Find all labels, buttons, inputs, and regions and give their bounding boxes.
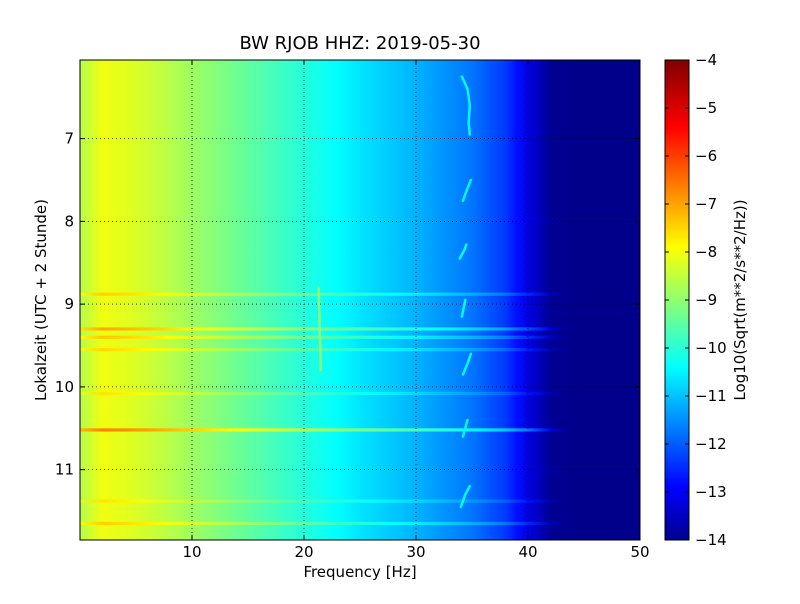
colorbar-tick-label: −5 [695, 99, 717, 117]
tonal-track [458, 243, 468, 260]
bright-time-band [80, 348, 640, 352]
y-tick-label: 7 [64, 130, 74, 148]
tonal-track [317, 286, 323, 372]
tonal-track [459, 484, 472, 509]
x-tick-label: 40 [518, 543, 537, 561]
y-axis-label: Lokalzeit (UTC + 2 Stunde) [32, 199, 50, 401]
x-tick-label: 10 [182, 543, 201, 561]
tonal-tracks [317, 75, 473, 509]
chart-title: BW RJOB HHZ: 2019-05-30 [239, 33, 480, 54]
bright-time-band [80, 292, 640, 296]
colorbar-tick-label: −12 [695, 435, 727, 453]
spectrogram-heatmap [80, 60, 640, 540]
colorbar-tick-label: −14 [695, 531, 727, 549]
colorbar-tick-label: −11 [695, 387, 727, 405]
bright-time-band [80, 428, 640, 432]
colorbar-tick-label: −4 [695, 51, 717, 69]
colorbar-tick-label: −7 [695, 195, 717, 213]
y-tick-label: 10 [55, 378, 74, 396]
bright-time-band [80, 335, 640, 339]
tonal-track [460, 75, 472, 136]
x-axis-label: Frequency [Hz] [303, 563, 416, 581]
colorbar-label: Log10(Sqrt(m**2/s**2/Hz)) [731, 199, 749, 400]
bright-time-band [80, 521, 640, 526]
y-tick-label: 8 [64, 212, 74, 230]
y-axis-ticks: 7 8 9 10 11 [55, 130, 640, 479]
colorbar-tick-label: −6 [695, 147, 717, 165]
tonal-track [461, 352, 473, 376]
colorbar-tick-label: −13 [695, 483, 727, 501]
y-tick-label: 9 [64, 295, 74, 313]
colorbar-tick-label: −9 [695, 291, 717, 309]
x-tick-label: 50 [630, 543, 649, 561]
grid-lines [80, 60, 640, 540]
bright-time-band [80, 499, 640, 503]
x-tick-label: 20 [294, 543, 313, 561]
tonal-track [460, 298, 467, 318]
bright-time-band [80, 327, 640, 331]
x-tick-label: 30 [406, 543, 425, 561]
tonal-track [461, 178, 473, 202]
heatmap-background [80, 60, 640, 540]
plot-frame [79, 59, 641, 541]
x-axis-ticks: 10 20 30 40 50 [182, 60, 650, 561]
bright-time-band [80, 391, 640, 396]
colorbar-tick-label: −8 [695, 243, 717, 261]
colorbar-ticks: −4 −5 −6 −7 −8 −9 −10 −11 −12 −13 −14 [665, 51, 727, 549]
tonal-track [461, 418, 469, 438]
y-tick-label: 11 [55, 461, 74, 479]
colorbar-tick-label: −10 [695, 339, 727, 357]
